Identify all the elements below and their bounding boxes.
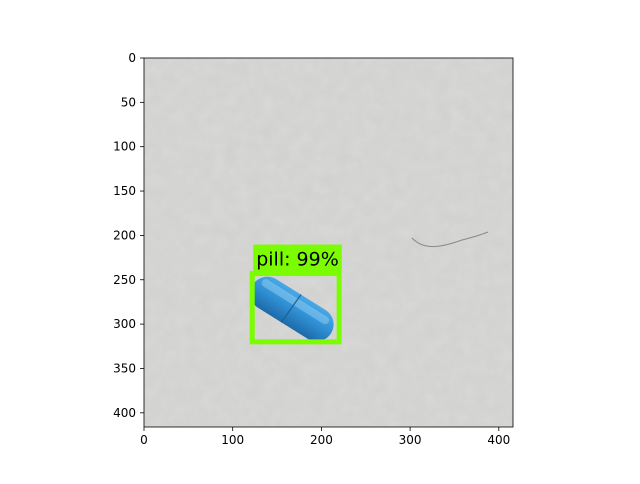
- photo: [144, 58, 513, 427]
- y-tick-label: 0: [128, 51, 136, 65]
- y-tick-label: 150: [113, 184, 136, 198]
- x-tick-label: 200: [310, 433, 333, 447]
- y-tick-label: 200: [113, 228, 136, 242]
- y-tick-label: 50: [121, 95, 136, 109]
- x-tick-label: 400: [487, 433, 510, 447]
- detection-label: pill: 99%: [256, 249, 339, 271]
- x-axis: 0 100 200 300 400: [140, 427, 510, 447]
- axes-frame: [143, 57, 514, 428]
- y-axis: 0 50 100 150 200 250 300 350 400: [113, 51, 144, 420]
- y-tick-label: 250: [113, 273, 136, 287]
- detection-label-background: [253, 244, 342, 273]
- pill: [250, 276, 334, 342]
- y-tick-label: 300: [113, 317, 136, 331]
- detection-layer: pill: 99%: [249, 244, 342, 345]
- y-tick-label: 350: [113, 361, 136, 375]
- x-tick-label: 100: [221, 433, 244, 447]
- towel-texture: [144, 58, 513, 427]
- x-tick-label: 300: [399, 433, 422, 447]
- hair-strand: [411, 231, 489, 247]
- detection-box: [249, 271, 342, 345]
- x-tick-label: 0: [140, 433, 148, 447]
- y-tick-label: 400: [113, 406, 136, 420]
- y-tick-label: 100: [113, 140, 136, 154]
